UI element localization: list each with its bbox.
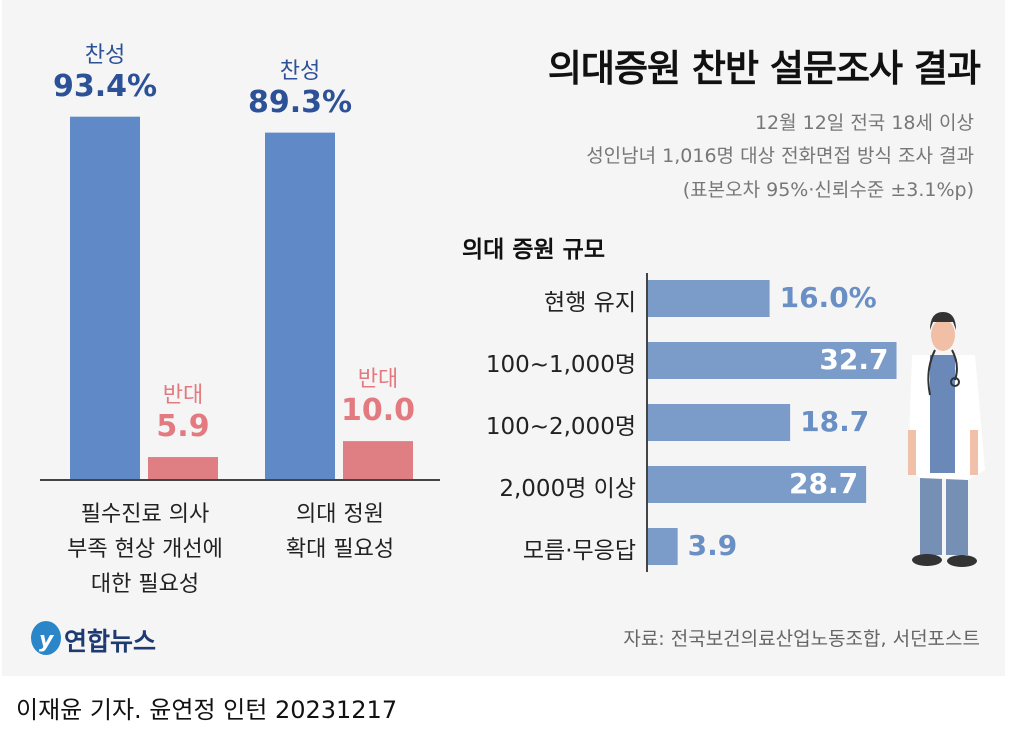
bar-agree xyxy=(70,116,140,480)
subtitle-line: 12월 12일 전국 18세 이상 xyxy=(754,112,974,134)
data-label: 18.7 xyxy=(800,405,870,438)
data-label: 5.9 xyxy=(156,409,210,445)
category-label: 현행 유지 xyxy=(544,290,636,316)
subtitle-line: 성인남녀 1,016명 대상 전화면접 방식 조사 결과 xyxy=(586,145,974,167)
hbar xyxy=(648,342,897,379)
series-label: 반대 xyxy=(357,367,399,393)
bar-oppose xyxy=(148,457,218,480)
category-label: 대한 필요성 xyxy=(90,572,200,597)
category-label: 부족 현상 개선에 xyxy=(67,537,223,562)
category-label: 2,000명 이상 xyxy=(499,476,636,502)
subtitle-line: (표본오차 95%·신뢰수준 ±3.1%p) xyxy=(682,179,974,201)
data-label: 32.7 xyxy=(819,343,889,376)
infographic-panel xyxy=(2,0,1005,676)
doctor-illustration xyxy=(908,312,985,567)
hbar xyxy=(648,466,867,503)
byline: 이재윤 기자. 윤연정 인턴 20231217 xyxy=(16,696,398,724)
category-label: 100~2,000명 xyxy=(485,414,636,440)
category-label: 의대 정원 xyxy=(296,502,384,527)
category-label: 확대 필요성 xyxy=(285,537,395,562)
category-label: 100~1,000명 xyxy=(485,352,636,378)
hbar xyxy=(648,528,678,565)
data-label: 10.0 xyxy=(340,393,416,429)
data-label: 28.7 xyxy=(789,467,859,500)
data-label: 93.4% xyxy=(52,68,158,104)
data-label: 89.3% xyxy=(247,84,353,120)
logo-text: 연합뉴스 xyxy=(64,627,157,656)
bar-agree xyxy=(265,132,335,481)
hbar xyxy=(648,404,791,441)
bar-oppose xyxy=(343,441,413,480)
series-label: 반대 xyxy=(162,383,204,409)
chart-title: 의대증원 찬반 설문조사 결과 xyxy=(547,47,981,90)
svg-text:y: y xyxy=(39,628,55,653)
data-label: 3.9 xyxy=(687,529,738,562)
yonhap-logo: y xyxy=(28,618,64,662)
series-label: 찬성 xyxy=(84,42,126,68)
category-label: 필수진료 의사 xyxy=(80,502,210,527)
series-label: 찬성 xyxy=(279,58,321,84)
hbar xyxy=(648,280,770,317)
hbar-chart-title: 의대 증원 규모 xyxy=(462,237,605,263)
data-label: 16.0% xyxy=(779,281,877,314)
category-label: 모름·무응답 xyxy=(522,538,636,564)
source-note: 자료: 전국보건의료산업노동조합, 서던포스트 xyxy=(623,628,980,650)
